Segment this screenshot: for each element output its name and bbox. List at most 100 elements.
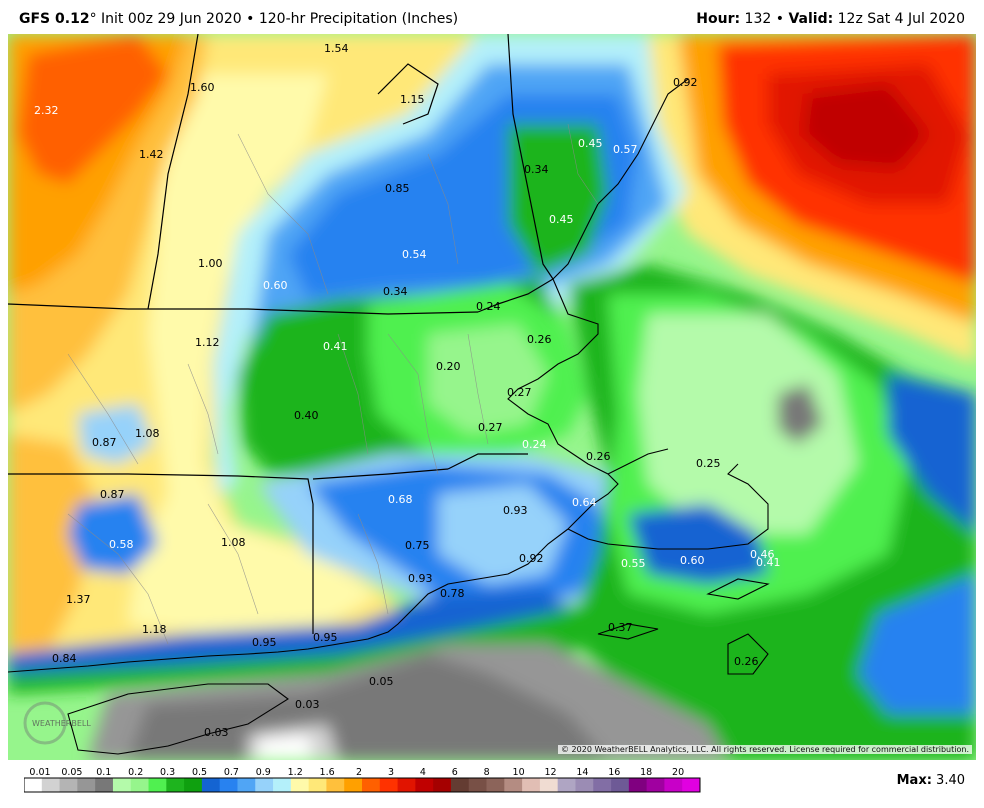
value-label: 0.84 — [52, 652, 77, 665]
max-value: Max: 3.40 — [897, 773, 965, 788]
value-label: 0.68 — [388, 493, 413, 506]
value-label: 0.85 — [385, 182, 410, 195]
legend-swatch — [41, 778, 60, 792]
value-label: 1.37 — [66, 593, 91, 606]
weatherbell-logo: WEATHERBELL — [23, 701, 91, 745]
legend-swatch — [628, 778, 648, 792]
valid-time: Hour: 132 • Valid: 12z Sat 4 Jul 2020 — [696, 11, 965, 27]
value-label: 0.25 — [696, 457, 721, 470]
color-legend: 0.01 0.05 0.1 0.2 0.3 0.5 0.7 0.9 1.2 1.6 2 3 4 6 8 10 1… — [24, 767, 701, 793]
legend-swatch — [397, 778, 416, 792]
value-label: 0.93 — [503, 504, 528, 517]
legend-swatch — [95, 778, 114, 792]
field-east-lightgreen — [638, 314, 858, 534]
legend-tick-label: 0.9 — [256, 767, 271, 778]
legend-tick-label: 8 — [484, 767, 490, 778]
valid-label: Valid: — [788, 11, 834, 27]
header: GFS 0.12° Init 00z 29 Jun 2020 • 120-hr … — [0, 0, 984, 34]
field-west-red — [18, 34, 168, 184]
legend-swatch — [504, 778, 523, 792]
value-label: 0.27 — [507, 386, 532, 399]
value-label: 1.00 — [198, 257, 223, 270]
init-time: Init 00z 29 Jun 2020 — [101, 11, 242, 27]
value-label: 0.26 — [734, 655, 759, 668]
legend-tick-label: 18 — [640, 767, 652, 778]
legend-tick-label: 0.01 — [29, 767, 50, 778]
legend-swatch — [24, 778, 43, 792]
legend-tick-label: 14 — [576, 767, 588, 778]
legend-swatch — [326, 778, 345, 792]
legend-tick-label: 0.2 — [128, 767, 143, 778]
field-southwest-orange — [8, 434, 98, 664]
value-label: 0.92 — [519, 552, 544, 565]
value-label: 0.41 — [323, 340, 348, 353]
value-label: 0.05 — [369, 675, 394, 688]
value-label: 0.45 — [578, 137, 603, 150]
value-label: 0.26 — [527, 333, 552, 346]
legend-swatch — [415, 778, 434, 792]
valid-bullet: • — [775, 11, 784, 27]
legend-tick-label: 10 — [513, 767, 525, 778]
model-name: GFS 0.12 — [19, 11, 90, 27]
field-south-paleblue — [438, 484, 568, 584]
field-south-darkgray — [128, 654, 608, 760]
legend-tick-label: 0.05 — [61, 767, 82, 778]
coastline — [8, 78, 770, 755]
legend-tick-label: 1.2 — [288, 767, 303, 778]
value-label: 0.03 — [204, 726, 229, 739]
legend-swatch — [273, 778, 292, 792]
valid-value: 12z Sat 4 Jul 2020 — [837, 11, 965, 27]
product-name: 120-hr Precipitation (Inches) — [258, 11, 459, 27]
value-label: 1.08 — [221, 536, 246, 549]
title-bullet: • — [246, 11, 255, 27]
value-label: 0.54 — [402, 248, 427, 261]
legend-tick-label: 16 — [608, 767, 620, 778]
logo-circle — [23, 701, 67, 745]
legend-swatch — [522, 778, 541, 792]
legend-swatch — [468, 778, 487, 792]
legend-swatch — [557, 778, 576, 792]
value-label: 1.60 — [190, 81, 215, 94]
value-label: 0.60 — [680, 554, 705, 567]
field-south-white — [258, 734, 313, 760]
legend-swatch — [112, 778, 132, 792]
legend-swatch — [646, 778, 665, 792]
max-number: 3.40 — [936, 773, 965, 788]
legend-swatch — [77, 778, 96, 792]
legend-swatch — [486, 778, 505, 792]
value-label: 0.27 — [478, 421, 503, 434]
legend-swatch — [539, 778, 559, 792]
legend-tick-label: 0.1 — [96, 767, 111, 778]
legend-tick-label: 12 — [544, 767, 556, 778]
legend-swatch — [379, 778, 398, 792]
legend-swatch — [593, 778, 612, 792]
legend-swatch — [290, 778, 310, 792]
legend-frame — [24, 777, 701, 793]
field-southeast-blue — [858, 574, 976, 714]
legend-swatch — [130, 778, 149, 792]
legend-swatch — [450, 778, 470, 792]
value-label: 0.34 — [383, 285, 408, 298]
value-label: 1.08 — [135, 427, 160, 440]
legend-swatch — [308, 778, 327, 792]
field-west-blue-spot — [68, 494, 158, 574]
value-label: 1.12 — [195, 336, 220, 349]
legend-swatch — [166, 778, 185, 792]
legend-swatch — [237, 778, 256, 792]
legend-tick-label: 3 — [388, 767, 394, 778]
legend-tick-label: 0.3 — [160, 767, 175, 778]
copyright-notice: © 2020 WeatherBELL Analytics, LLC. All r… — [558, 745, 972, 754]
hour-value: 132 — [744, 11, 772, 27]
value-label: 0.41 — [756, 556, 781, 569]
value-label: 0.57 — [613, 143, 638, 156]
value-label: 0.58 — [109, 538, 134, 551]
legend-swatch — [575, 778, 594, 792]
value-label: 1.18 — [142, 623, 167, 636]
legend-swatch — [255, 778, 274, 792]
max-label: Max: — [896, 773, 932, 788]
value-label: 0.55 — [621, 557, 646, 570]
value-label: 0.87 — [100, 488, 125, 501]
legend-swatch — [664, 778, 683, 792]
value-label: 0.75 — [405, 539, 430, 552]
value-label: 0.26 — [586, 450, 611, 463]
